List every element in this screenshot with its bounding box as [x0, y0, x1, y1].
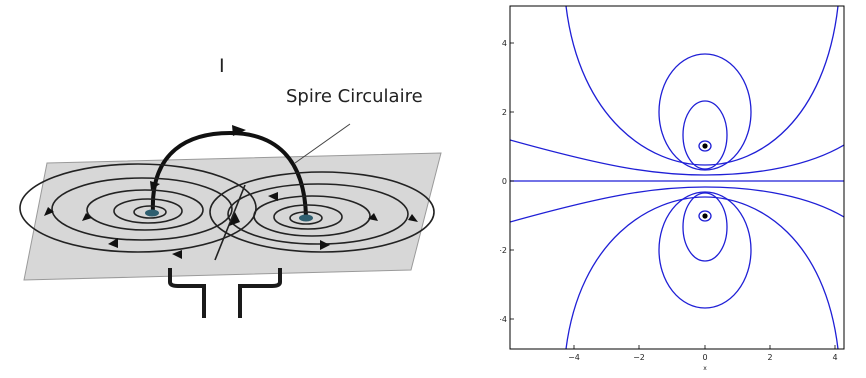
plot-canvas: 4 2 0 −2 −4 −4 −2 0 2 4 x: [495, 5, 845, 372]
field-curves: [510, 6, 844, 349]
lead-wires: [168, 268, 282, 318]
x-axis-label: x: [703, 365, 707, 372]
y-tick-label: 2: [502, 108, 507, 117]
plot-frame: [509, 5, 845, 350]
central-field-line: [214, 184, 246, 261]
lower-source-dot: [702, 213, 708, 219]
y-tick-label: 0: [502, 177, 507, 186]
y-axis-ticks: [510, 42, 514, 320]
current-label: I: [219, 55, 225, 77]
loop-label: Spire Circulaire: [286, 86, 423, 107]
left-piercing-point: [145, 209, 159, 217]
current-arrow: [232, 125, 246, 136]
loop-field-diagram: I Spire Circulaire: [19, 55, 442, 318]
y-tick-label: −4: [500, 315, 507, 324]
upper-source-dot: [702, 143, 708, 149]
x-tick-label: 2: [767, 353, 772, 362]
field-line-plot: 4 2 0 −2 −4 −4 −2 0 2 4 x: [495, 0, 866, 374]
y-tick-label: −2: [500, 246, 507, 255]
x-tick-label: −2: [633, 353, 645, 362]
right-piercing-point: [299, 214, 313, 222]
right-field-lines: [209, 171, 435, 253]
field-arrows: [44, 181, 418, 259]
x-tick-label: 0: [702, 353, 707, 362]
left-field-lines: [19, 163, 257, 253]
central-arrow: [229, 212, 240, 226]
loop-illustration: [19, 123, 442, 318]
x-tick-label: −4: [568, 353, 580, 362]
label-pointer: [294, 123, 351, 164]
x-tick-label: 4: [832, 353, 837, 362]
y-tick-label: 4: [502, 39, 507, 48]
x-axis-ticks: [573, 345, 836, 349]
